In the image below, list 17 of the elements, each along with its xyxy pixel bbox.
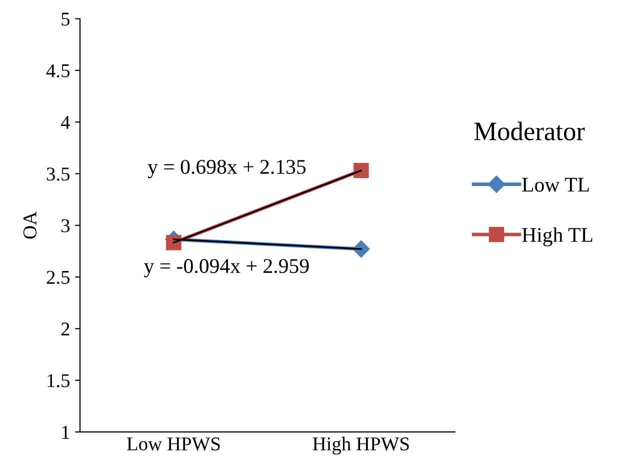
y-tick-label: 2 xyxy=(61,322,70,336)
y-tick-label: 5 xyxy=(62,12,70,26)
y-tick-label: 3 xyxy=(61,219,70,232)
legend-title: Moderator xyxy=(474,122,585,140)
y-tick-label: 2.5 xyxy=(46,270,70,284)
y-tick-label: 1 xyxy=(62,426,70,439)
y-tick-label: 4.5 xyxy=(46,64,70,78)
legend-label: High TL xyxy=(522,227,592,246)
x-tick-label: Low HPWS xyxy=(127,437,220,451)
legend-label: Low TL xyxy=(522,178,589,192)
y-tick-label: 1.5 xyxy=(48,374,70,388)
x-tick-label: High HPWS xyxy=(312,436,409,454)
annotation: y = 0.698x + 2.135 xyxy=(148,160,306,178)
annotation: y = -0.094x + 2.959 xyxy=(144,259,309,278)
y-tick-label: 3.5 xyxy=(46,168,70,181)
y-axis-title: OA xyxy=(23,211,36,239)
y-tick-label: 4 xyxy=(60,116,70,129)
